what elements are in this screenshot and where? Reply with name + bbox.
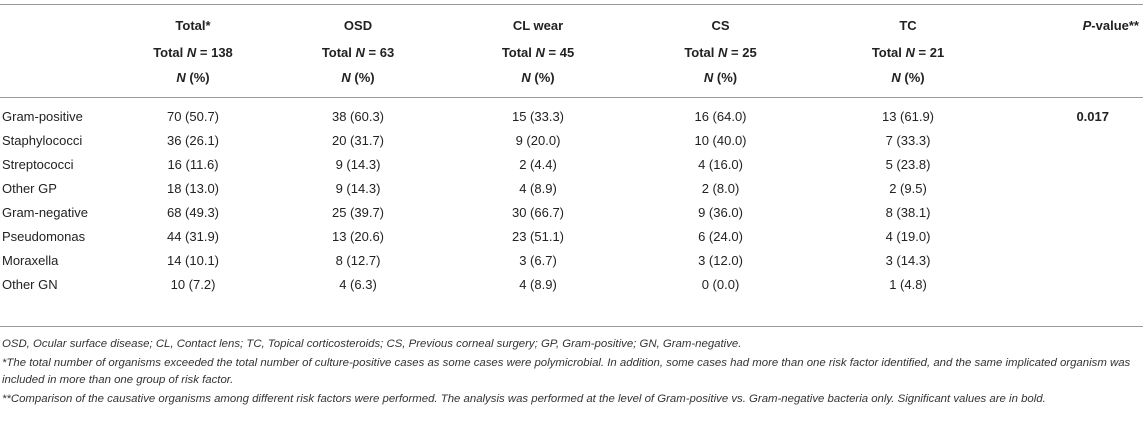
header-empty xyxy=(0,5,118,40)
table-cell: 8 (12.7) xyxy=(335,252,381,268)
total-n-cs: Total N = 25 xyxy=(684,44,757,60)
table-cell: 2 (4.4) xyxy=(519,156,557,172)
unit-label: N (%) xyxy=(341,69,375,85)
table-top-rule xyxy=(0,4,1143,5)
total-n-osd: Total N = 63 xyxy=(321,44,395,60)
table-cell: 18 (13.0) xyxy=(166,180,220,196)
table-cell: 4 (19.0) xyxy=(885,228,931,244)
p-value-cell xyxy=(1003,224,1143,248)
unit-label: N (%) xyxy=(891,69,925,85)
table-cell: 10 (40.0) xyxy=(694,132,747,148)
table-header-rule xyxy=(0,97,1143,98)
row-label: Staphylococci xyxy=(2,132,83,148)
table-cell: 4 (16.0) xyxy=(698,156,743,172)
header-p-value: P-value** xyxy=(1003,5,1143,40)
row-label: Gram-positive xyxy=(2,108,83,124)
footnote-abbreviations: OSD, Ocular surface disease; CL, Contact… xyxy=(2,338,742,350)
table-cell: 7 (33.3) xyxy=(885,132,931,148)
table-row: Other GN 10 (7.2) 4 (6.3) 4 (8.9) 0 (0.0) 1 (… xyxy=(0,272,1143,296)
table-cell: 15 (33.3) xyxy=(511,108,565,124)
table-cell: 14 (10.1) xyxy=(166,252,220,268)
total-n-tc: Total N = 21 xyxy=(871,44,945,60)
table-cell: 16 (64.0) xyxy=(694,108,747,124)
p-value-cell xyxy=(1003,248,1143,272)
table-cell: 2 (9.5) xyxy=(889,180,927,196)
total-n-total: Total N = 138 xyxy=(153,44,233,60)
table-cell: 8 (38.1) xyxy=(885,204,931,220)
header-empty xyxy=(0,40,118,64)
table-body: Gram-positive 70 (50.7) 38 (60.3) 15 (33.3)… xyxy=(0,90,1143,296)
table-cell: 5 (23.8) xyxy=(885,156,931,172)
table-cell: 16 (11.6) xyxy=(167,156,219,172)
table-cell: 38 (60.3) xyxy=(331,108,385,124)
table-cell: 2 (8.0) xyxy=(701,180,740,196)
table-cell: 6 (24.0) xyxy=(698,228,743,244)
header-total: Total* xyxy=(175,18,211,33)
table-cell: 4 (8.9) xyxy=(519,180,557,196)
p-value-cell xyxy=(1003,200,1143,224)
table-cell: 4 (8.9) xyxy=(519,276,557,292)
table-header: Total* OSD CL wear CS TC P-value** Total… xyxy=(0,5,1143,90)
unit-label: N (%) xyxy=(176,69,210,85)
unit-label: N (%) xyxy=(703,69,738,85)
header-empty xyxy=(1003,64,1143,90)
p-suffix: -value** xyxy=(1091,18,1139,33)
row-label: Pseudomonas xyxy=(2,228,86,244)
table-cell: 9 (14.3) xyxy=(335,156,381,172)
row-label: Moraxella xyxy=(2,252,59,268)
table-cell: 13 (61.9) xyxy=(881,108,935,124)
table-cell: 3 (12.0) xyxy=(698,252,743,268)
table-cell: 70 (50.7) xyxy=(166,108,220,124)
table-cell: 1 (4.8) xyxy=(889,276,927,292)
header-tc: TC xyxy=(899,18,917,33)
row-label: Other GP xyxy=(2,180,57,196)
table-cell: 68 (49.3) xyxy=(166,204,220,220)
table-cell: 9 (14.3) xyxy=(335,180,381,196)
row-label: Streptococci xyxy=(2,156,74,172)
table-cell: 23 (51.1) xyxy=(511,228,565,244)
table-cell: 44 (31.9) xyxy=(166,228,220,244)
table-cell: 20 (31.7) xyxy=(331,132,385,148)
table-row: Gram-positive 70 (50.7) 38 (60.3) 15 (33.3)… xyxy=(0,90,1143,128)
table-bottom-rule xyxy=(0,326,1143,327)
header-cl-wear: CL wear xyxy=(512,18,564,33)
p-value-cell xyxy=(1003,176,1143,200)
p-value-cell xyxy=(1003,152,1143,176)
table-cell: 3 (14.3) xyxy=(885,252,931,268)
table-cell: 30 (66.7) xyxy=(511,204,565,220)
table-row: Streptococci 16 (11.6) 9 (14.3) 2 (4.4) 4 (1… xyxy=(0,152,1143,176)
table-cell: 0 (0.0) xyxy=(701,276,740,292)
unit-label: N (%) xyxy=(521,69,555,85)
table-cell: 9 (36.0) xyxy=(698,204,743,220)
header-empty xyxy=(0,64,118,90)
table-row: Pseudomonas 44 (31.9) 13 (20.6) 23 (51.1) 6 … xyxy=(0,224,1143,248)
p-value-cell: 0.017 xyxy=(1076,108,1109,124)
results-table: Total* OSD CL wear CS TC P-value** Total… xyxy=(0,5,1143,296)
table-cell: 13 (20.6) xyxy=(331,228,385,244)
header-osd: OSD xyxy=(343,18,373,33)
header-cs: CS xyxy=(711,18,730,33)
p-value-cell xyxy=(1003,128,1143,152)
table-cell: 36 (26.1) xyxy=(166,132,220,148)
table-row: Gram-negative 68 (49.3) 25 (39.7) 30 (66.7)… xyxy=(0,200,1143,224)
footnote-total: *The total number of organisms exceeded … xyxy=(2,357,1131,386)
table-cell: 25 (39.7) xyxy=(331,204,385,220)
table-cell: 4 (6.3) xyxy=(339,276,377,292)
p-letter: P xyxy=(1082,18,1092,33)
table-cell: 3 (6.7) xyxy=(519,252,557,268)
table-footnotes: OSD, Ocular surface disease; CL, Contact… xyxy=(2,336,1140,410)
table-row: Moraxella 14 (10.1) 8 (12.7) 3 (6.7) 3 (12.0… xyxy=(0,248,1143,272)
row-label: Gram-negative xyxy=(2,204,88,220)
table-row: Other GP 18 (13.0) 9 (14.3) 4 (8.9) 2 (8.0) 2… xyxy=(0,176,1143,200)
row-label: Other GN xyxy=(2,276,58,292)
table-row: Staphylococci 36 (26.1) 20 (31.7) 9 (20.0) 1… xyxy=(0,128,1143,152)
header-empty xyxy=(1003,40,1143,64)
footnote-p-value: **Comparison of the causative organisms … xyxy=(2,393,1046,405)
p-value-cell xyxy=(1003,272,1143,296)
table-cell: 10 (7.2) xyxy=(170,276,216,292)
total-n-cl-wear: Total N = 45 xyxy=(501,44,575,60)
table-cell: 9 (20.0) xyxy=(515,132,561,148)
